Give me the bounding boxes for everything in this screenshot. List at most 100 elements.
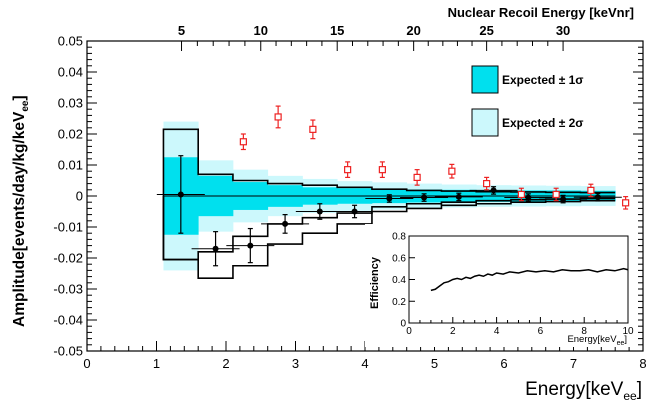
data-point <box>400 193 449 202</box>
outline-lower-1 <box>162 196 616 261</box>
y-tick-label: 0.04 <box>58 65 83 80</box>
legend: Expected ± 1σ Expected ± 2σ <box>471 65 584 137</box>
inset-x-axis-title: Energy[keVee] <box>567 334 627 347</box>
y-tick-label: 0.05 <box>58 34 83 49</box>
inset-x-axis-title-sub: ee <box>617 340 625 347</box>
inset-y-tick-label: 0.8 <box>392 232 406 243</box>
legend-label: Expected ± 2σ <box>502 116 584 130</box>
y-tick-label: -0.04 <box>53 313 83 328</box>
data-marker <box>490 187 497 194</box>
comparison-marker <box>309 125 317 133</box>
top-axis-title: Nuclear Recoil Energy [keVnr] <box>448 5 634 20</box>
comparison-marker <box>274 113 282 121</box>
comparison-marker <box>517 190 525 199</box>
top-tick-label: 25 <box>479 23 493 38</box>
data-marker <box>560 196 567 203</box>
data-marker <box>282 220 289 227</box>
data-point <box>434 192 483 202</box>
x-tick-label: 4 <box>361 356 368 371</box>
data-series <box>156 105 630 267</box>
comparison-marker <box>622 199 630 207</box>
inset-background <box>365 224 638 347</box>
series-comparison <box>239 105 630 210</box>
comparison-marker <box>552 190 560 199</box>
data-point <box>504 193 553 202</box>
x-axis-title-sub: ee <box>623 389 637 403</box>
legend-entry: Expected ± 2σ <box>471 108 584 137</box>
data-point <box>573 192 622 202</box>
y-tick-label: -0.03 <box>53 282 83 297</box>
inset-x-axis-title-main: Energy[keV <box>567 334 617 345</box>
inset-y-tick-label: 0.6 <box>392 253 406 264</box>
data-marker <box>351 208 358 215</box>
expected-bands <box>163 121 616 271</box>
x-tick-label: 6 <box>500 356 507 371</box>
efficiency-curve <box>430 267 629 292</box>
comparison-marker <box>239 138 247 146</box>
x-axis-title-main: Energy[keV <box>525 379 624 400</box>
outline-upper <box>162 128 616 196</box>
x-tick-label: 0 <box>83 356 90 371</box>
inset-x-tick-label: 10 <box>622 326 634 337</box>
data-marker <box>316 208 323 215</box>
comparison-point <box>587 183 595 198</box>
data-point <box>156 155 205 234</box>
y-tick-label: -0.05 <box>53 344 83 359</box>
comparison-marker <box>413 173 421 181</box>
series-data <box>156 155 622 267</box>
x-tick-label: 7 <box>570 356 577 371</box>
y-axis-title: Amplitude[events/day/kg/keVee] <box>11 95 31 327</box>
y-tick-label: 0.03 <box>58 96 83 111</box>
x-axis-title-close: ] <box>637 379 642 400</box>
top-tick-label: 30 <box>556 23 570 38</box>
data-point <box>539 194 588 204</box>
comparison-point <box>344 161 352 178</box>
x-axis-title: Energy[keVee] <box>525 379 642 403</box>
comparison-point <box>448 163 456 179</box>
data-marker <box>177 191 184 198</box>
data-point <box>365 194 414 203</box>
inset-y-tick-label: 0.4 <box>392 275 406 286</box>
data-marker <box>212 245 219 252</box>
data-point <box>469 186 518 195</box>
inset-x-tick-label: 2 <box>450 326 456 337</box>
y-tick-label: 0 <box>76 189 83 204</box>
x-tick-label: 8 <box>639 356 646 371</box>
data-marker <box>386 195 393 202</box>
comparison-point <box>378 161 386 178</box>
comparison-marker <box>448 167 456 175</box>
x-tick-label: 1 <box>153 356 160 371</box>
data-marker <box>455 193 462 200</box>
data-point <box>226 227 275 264</box>
y-axis-title-sub: ee <box>20 100 31 112</box>
y-tick-label: -0.01 <box>53 220 83 235</box>
inset-x-tick-label: 8 <box>581 326 587 337</box>
axes: -0.05 -0.04 -0.03 -0.02 -0.01 0 0.01 0.02 0.03 0.… <box>53 23 646 371</box>
top-tick-label: 10 <box>254 23 268 38</box>
comparison-point <box>517 187 525 202</box>
y-axis-title-main: Amplitude[events/day/kg/keV <box>11 111 28 327</box>
comparison-marker <box>378 166 386 174</box>
comparison-point <box>552 187 560 202</box>
comparison-point <box>413 169 421 186</box>
comparison-point <box>309 119 317 140</box>
inset-y-axis-title: Efficiency <box>369 256 381 309</box>
y-tick-label: -0.02 <box>53 251 83 266</box>
inset-y-tick-label: 0.2 <box>392 297 406 308</box>
y-tick-label: 0.02 <box>58 127 83 142</box>
comparison-point <box>239 133 247 151</box>
comparison-marker <box>483 180 491 188</box>
inset-x-tick-label: 6 <box>538 326 544 337</box>
comparison-point <box>274 105 282 129</box>
legend-swatch <box>471 108 499 137</box>
comparison-marker <box>587 186 595 195</box>
top-tick-label: 20 <box>406 23 420 38</box>
inset-y-tick-label: 0 <box>400 319 406 330</box>
efficiency-inset: 0 0.2 0.4 0.6 0.8 0 2 4 6 8 10 <box>365 224 638 347</box>
data-marker <box>594 194 601 201</box>
data-point <box>261 214 310 234</box>
data-marker <box>421 194 428 201</box>
data-marker <box>247 242 254 249</box>
legend-label: Expected ± 1σ <box>502 73 584 87</box>
